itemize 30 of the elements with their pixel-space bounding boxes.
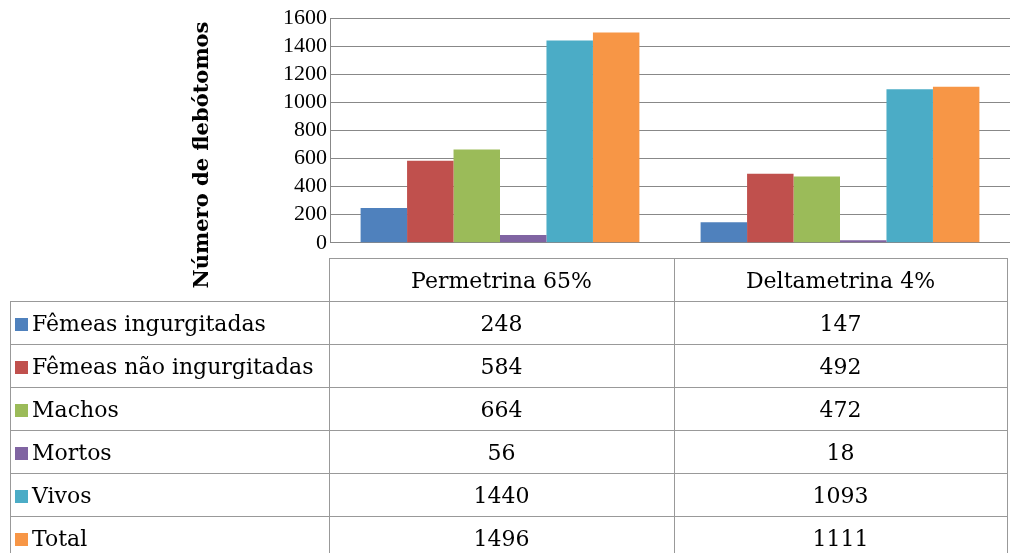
y-tick-label: 1200 [283, 59, 327, 85]
data-label: 1496 [329, 516, 674, 553]
data-label: 1093 [674, 473, 1007, 517]
y-axis-title: Número de flebótomos [187, 21, 213, 289]
y-tick-label: 0 [316, 228, 327, 254]
y-tick-label: 400 [294, 172, 327, 198]
data-label: 1111 [674, 516, 1007, 553]
y-tick-label: 600 [294, 144, 327, 170]
y-tick-label: 1600 [283, 3, 327, 29]
x-tick-label: Deltametrina 4% [674, 258, 1007, 302]
legend-label: Total [10, 516, 329, 553]
data-label: 584 [329, 344, 674, 388]
legend-label: Mortos [10, 430, 329, 474]
x-tick-label: Permetrina 65% [329, 258, 674, 302]
data-label: 56 [329, 430, 674, 474]
data-label: 492 [674, 344, 1007, 388]
data-label: 472 [674, 387, 1007, 431]
legend-label: Vivos [10, 473, 329, 517]
legend-label: Fêmeas não ingurgitadas [10, 344, 329, 388]
y-tick-label: 1000 [283, 88, 327, 114]
legend-label: Fêmeas ingurgitadas [10, 301, 329, 345]
y-tick-label: 200 [294, 200, 327, 226]
data-label: 1440 [329, 473, 674, 517]
data-label: 664 [329, 387, 674, 431]
data-label: 18 [674, 430, 1007, 474]
data-label: 147 [674, 301, 1007, 345]
y-tick-label: 1400 [283, 31, 327, 57]
y-tick-label: 800 [294, 116, 327, 142]
legend-label: Machos [10, 387, 329, 431]
data-label: 248 [329, 301, 674, 345]
